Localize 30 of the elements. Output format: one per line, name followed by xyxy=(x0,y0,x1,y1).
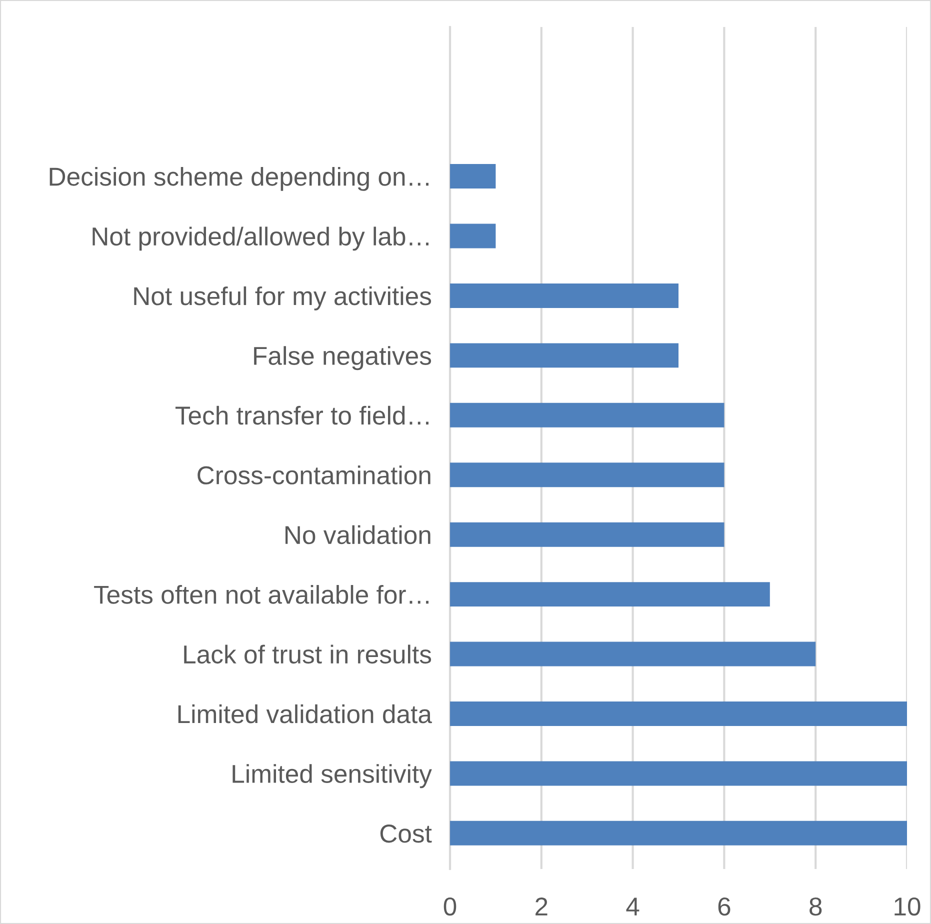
bar xyxy=(450,582,770,607)
y-tick-label: Limited validation data xyxy=(178,704,432,724)
y-tick-label: Lack of trust in results xyxy=(184,644,432,664)
y-tick-label: Tests often not available for… xyxy=(94,584,428,604)
bar xyxy=(450,701,907,726)
x-tick-label: 2 xyxy=(536,897,548,916)
bar xyxy=(450,820,907,846)
x-tick-label: 0 xyxy=(444,897,456,916)
bar xyxy=(450,224,496,248)
x-tick-label: 4 xyxy=(626,898,640,916)
y-tick-label: Not provided/allowed by lab… xyxy=(92,226,428,251)
bar xyxy=(450,402,724,428)
bar xyxy=(450,343,678,368)
y-tick-label: Not useful for my activities xyxy=(134,286,432,310)
bar xyxy=(450,642,816,666)
y-tick-label: False negatives xyxy=(254,346,432,370)
bar xyxy=(450,761,907,786)
bar xyxy=(450,462,724,488)
y-tick-label: Decision scheme depending on… xyxy=(50,166,428,191)
y-tick-label: Cross-contamination xyxy=(198,466,430,484)
bar xyxy=(450,283,678,308)
y-tick-label: Limited sensitivity xyxy=(232,764,432,788)
y-tick-label: Cost xyxy=(380,824,432,843)
bar xyxy=(450,522,724,547)
bar xyxy=(450,164,496,189)
y-tick-label: No validation xyxy=(286,525,430,544)
x-tick-label: 8 xyxy=(810,897,822,916)
x-tick-label: 10 xyxy=(894,897,920,916)
y-tick-label: Tech transfer to field… xyxy=(175,406,428,425)
x-tick-label: 6 xyxy=(718,897,730,916)
